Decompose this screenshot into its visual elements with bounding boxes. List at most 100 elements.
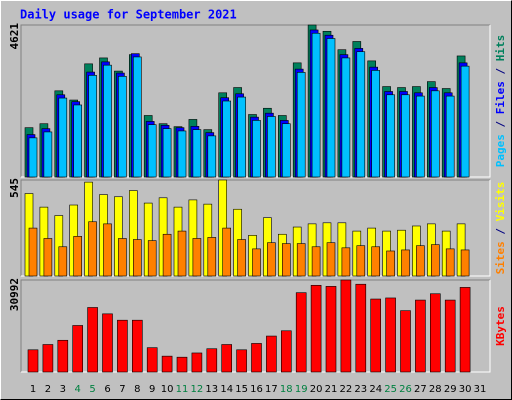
bar [73,104,82,178]
x-tick-label: 21 [325,384,338,395]
bar [118,238,127,277]
bar [73,236,82,277]
bar [460,249,470,277]
y-tick-label: 4621 [8,23,21,50]
bar [207,237,217,277]
legend: Sites / Visits [494,182,507,275]
bar [459,287,471,373]
bar [415,299,426,373]
bar [133,239,142,277]
x-tick-label: 10 [161,384,174,395]
x-tick-label: 2 [45,384,51,395]
bar [385,297,396,373]
x-tick-label: 19 [295,384,308,395]
bar [118,76,127,178]
bar [237,239,246,277]
bar [401,249,410,277]
bar [103,64,112,178]
panel-edge [20,179,490,276]
bar [58,97,68,178]
bar [161,355,173,373]
bar [221,344,232,373]
bar [281,243,291,277]
y-tick-label: 30992 [8,278,21,311]
bar [252,248,261,277]
bar [370,298,382,373]
x-tick-label: 29 [444,384,457,395]
legend-entry: Pages [494,134,507,167]
bar [445,248,455,277]
legend-entry: KBytes [494,306,507,346]
x-tick-label: 26 [399,384,412,395]
legend-entry: Visits [494,182,507,222]
legend-entry: Files [494,81,507,114]
bar [43,238,53,277]
bar [43,131,53,178]
legend-separator: / [494,114,507,134]
bar [177,130,187,178]
panel-edge [20,24,490,177]
bar [28,137,38,178]
bar [430,90,440,178]
panel-edge [20,279,490,372]
legend-separator: / [494,221,507,241]
x-tick-label: 1 [30,384,36,395]
bar [27,349,39,373]
bar [133,56,142,178]
x-tick-label: 8 [134,384,140,395]
bar [400,310,411,373]
x-tick-label: 4 [75,384,81,395]
x-tick-label: 15 [235,384,248,395]
bar [252,120,261,178]
bar [236,349,247,373]
x-tick-label: 30 [459,384,472,395]
x-tick-label: 24 [369,384,382,395]
bar [267,116,276,178]
bar [416,95,425,178]
bar [371,246,381,277]
legend-separator: / [494,61,507,81]
x-tick-label: 20 [310,384,323,395]
legend-entry: Sites [494,241,507,274]
bar [296,243,306,277]
x-tick-label: 12 [191,384,204,395]
x-tick-label: 25 [384,384,397,395]
x-tick-label: 3 [60,384,66,395]
legend: KBytes [494,306,507,346]
bar [72,325,83,373]
bar [28,227,38,277]
x-tick-label: 23 [354,384,367,395]
bar [371,70,381,178]
bar [296,72,306,178]
x-tick-label: 16 [250,384,263,395]
bar [266,335,277,373]
bar [340,279,352,373]
legend-entry: Hits [494,35,507,62]
x-tick-label: 11 [176,384,189,395]
bar [146,347,158,373]
bar [326,38,336,178]
bar [430,244,440,277]
bar [310,284,322,373]
bar [132,319,143,373]
bar [281,123,291,178]
x-tick-label: 28 [429,384,442,395]
bar [42,344,54,373]
bar [103,223,112,277]
bar [176,356,188,373]
bar [222,100,231,178]
x-tick-label: 9 [149,384,155,395]
legend: Pages / Files / Hits [494,35,507,168]
bar [445,95,455,178]
bar [416,245,425,277]
bar [147,240,157,277]
x-tick-label: 27 [414,384,427,395]
bar [88,221,97,277]
bar [192,129,202,178]
bar [444,299,456,373]
bar [311,32,321,178]
x-tick-label: 13 [205,384,218,395]
bar [386,250,395,277]
